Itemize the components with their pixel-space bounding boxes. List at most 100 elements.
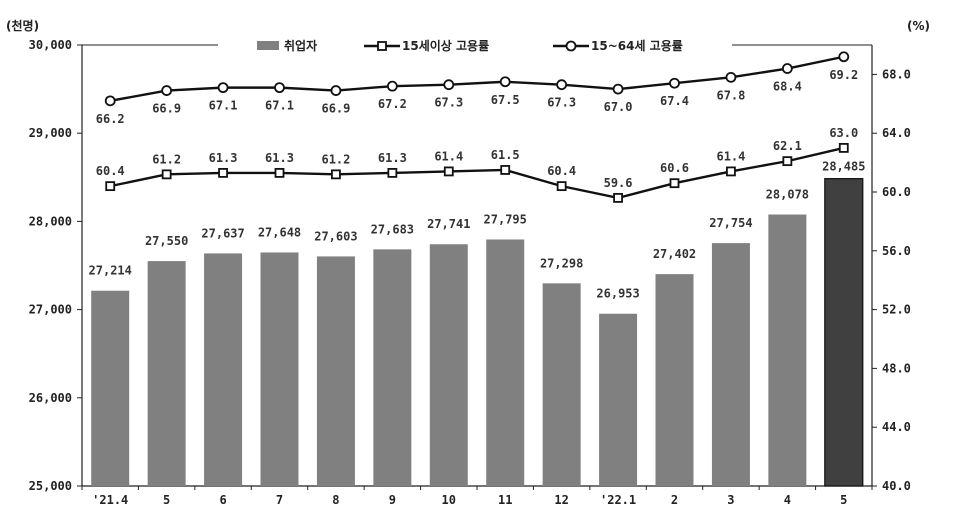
left-axis-unit: (천명) — [6, 18, 39, 33]
bar — [204, 253, 243, 486]
right-tick-label: 48.0 — [882, 361, 911, 375]
bar-value-label: 27,741 — [427, 217, 470, 231]
circle-point — [669, 77, 680, 89]
line-value-label: 67.5 — [491, 93, 520, 107]
legend-circle-marker — [565, 40, 577, 52]
legend-age15plus-label: 15세이상 고용률 — [402, 38, 489, 53]
bar — [260, 252, 299, 486]
circle-point — [161, 85, 173, 96]
x-tick-label: 11 — [498, 493, 512, 507]
bar-value-label: 28,078 — [766, 188, 809, 202]
line-value-label: 61.5 — [491, 148, 520, 162]
right-tick-label: 64.0 — [882, 126, 911, 140]
bar-value-label: 27,754 — [709, 216, 752, 230]
legend: 취업자 15세이상 고용률 15~64세 고용률 — [257, 38, 683, 53]
bar-value-label: 27,603 — [314, 229, 357, 243]
left-tick-label: 27,000 — [29, 303, 72, 317]
square-point — [274, 167, 285, 178]
bar-value-label: 28,485 — [822, 160, 865, 174]
line-value-label: 60.6 — [660, 161, 689, 175]
line-value-label: 62.1 — [773, 139, 802, 153]
bar — [711, 243, 750, 486]
right-tick-label: 44.0 — [882, 420, 911, 434]
bar — [542, 283, 581, 486]
axes: 25,000 26,000 27,000 28,000 29,000 30,000 40.0… — [6, 18, 930, 507]
right-tick-label: 68.0 — [882, 67, 911, 81]
square-point — [331, 169, 341, 180]
bar-value-label: 27,683 — [371, 222, 414, 236]
bar-value-label: 27,298 — [540, 256, 583, 270]
line-value-label: 67.2 — [378, 97, 407, 111]
bar — [768, 214, 807, 487]
line-value-label: 66.2 — [96, 112, 125, 126]
line-value-label: 61.3 — [265, 151, 294, 165]
bar — [91, 290, 130, 486]
right-tick-label: 40.0 — [882, 479, 911, 493]
square-point — [500, 165, 511, 175]
x-tick-label: 7 — [276, 493, 283, 507]
series-line-age15plus — [109, 146, 845, 200]
line-value-label: 67.8 — [716, 88, 745, 102]
bar — [373, 249, 412, 486]
circle-point — [556, 79, 568, 91]
data-labels: 27,214 27,550 27,637 27,648 27,603 27,683 27,7… — [89, 68, 866, 301]
circle-point — [781, 63, 793, 74]
x-tick-label: '21.4 — [92, 493, 128, 507]
x-tick-label: 5 — [163, 493, 170, 507]
bar-value-label: 26,953 — [596, 287, 639, 301]
bar — [429, 244, 468, 486]
square-point — [782, 156, 793, 167]
circle-point — [612, 83, 624, 95]
bar — [486, 239, 525, 486]
left-tick-label: 26,000 — [29, 391, 72, 405]
line-value-label: 67.3 — [434, 96, 463, 110]
right-tick-label: 60.0 — [882, 185, 911, 199]
legend-age15to64-label: 15~64세 고용률 — [591, 38, 683, 53]
left-tick-label: 29,000 — [29, 126, 72, 140]
line-value-label: 67.4 — [660, 94, 689, 108]
line-value-label: 66.9 — [321, 102, 350, 116]
circle-point — [217, 82, 229, 94]
square-point — [669, 178, 680, 189]
line-value-label: 61.2 — [152, 152, 181, 166]
series-line-age15to64 — [109, 55, 845, 103]
line-value-label: 66.9 — [152, 102, 181, 116]
bars — [91, 178, 864, 487]
circle-point — [443, 79, 455, 91]
square-point — [726, 166, 736, 177]
line-value-label: 67.1 — [209, 99, 238, 113]
x-tick-label: 9 — [389, 493, 396, 507]
circle-point — [386, 80, 398, 92]
line-value-label: 61.4 — [716, 149, 745, 163]
square-point — [838, 142, 849, 153]
bar — [147, 261, 186, 486]
x-tick-label: 2 — [671, 493, 678, 507]
bar — [824, 178, 864, 487]
square-point — [218, 167, 228, 178]
bar-value-label: 27,550 — [145, 234, 188, 248]
line-value-label: 67.0 — [604, 100, 633, 114]
square-point — [161, 169, 172, 180]
line-value-label: 67.3 — [547, 96, 576, 110]
circle-point — [499, 76, 511, 88]
x-tick-label: 6 — [219, 493, 226, 507]
x-tick-label: 10 — [442, 493, 456, 507]
legend-bar-swatch — [257, 41, 279, 50]
x-tick-label: 8 — [332, 493, 339, 507]
bar — [599, 313, 638, 486]
square-point — [613, 192, 623, 203]
bar-value-label: 27,637 — [201, 226, 244, 240]
legend-bar-label: 취업자 — [284, 38, 317, 53]
line-value-label: 63.0 — [829, 126, 858, 140]
line-value-label: 68.4 — [773, 80, 802, 94]
bar — [316, 256, 355, 486]
right-tick-label: 52.0 — [882, 303, 911, 317]
bar-value-label: 27,214 — [89, 264, 132, 278]
circle-point — [725, 71, 737, 83]
right-axis-unit: (%) — [907, 19, 930, 33]
square-point — [387, 167, 398, 178]
line-value-label: 60.4 — [96, 164, 125, 178]
line-value-label: 61.4 — [434, 149, 463, 163]
right-tick-label: 56.0 — [882, 244, 911, 258]
